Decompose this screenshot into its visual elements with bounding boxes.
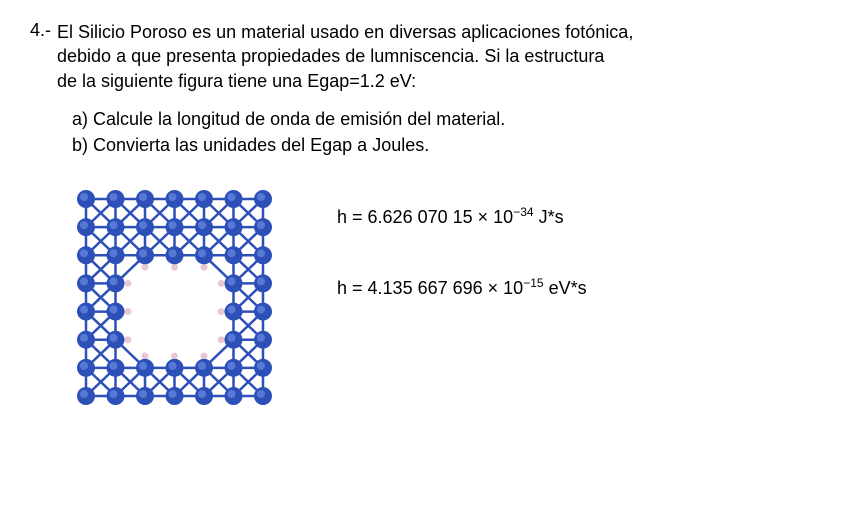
h-joules-unit: J*s [539, 207, 564, 227]
constants-block: h = 6.626 070 15 × 10−34 J*s h = 4.135 6… [337, 185, 587, 347]
h-joules-value: 6.626 070 15 [368, 207, 473, 227]
statement-line-3: de la siguiente figura tiene una Egap=1.… [57, 71, 416, 91]
problem-statement: El Silicio Poroso es un material usado e… [57, 20, 633, 93]
h-symbol-ev: h [337, 278, 347, 298]
planck-constant-joules: h = 6.626 070 15 × 10−34 J*s [337, 205, 587, 228]
h-symbol: h [337, 207, 347, 227]
item-b: b) Convierta las unidades del Egap a Jou… [72, 133, 812, 157]
h-ev-exp: −15 [523, 276, 543, 290]
statement-line-2: debido a que presenta propiedades de lum… [57, 46, 604, 66]
statement-line-1: El Silicio Poroso es un material usado e… [57, 22, 633, 42]
item-a: a) Calcule la longitud de onda de emisió… [72, 107, 812, 131]
h-ev-value: 4.135 667 696 [368, 278, 483, 298]
porous-silicon-diagram [72, 185, 277, 410]
sub-items: a) Calcule la longitud de onda de emisió… [72, 107, 812, 158]
content-row: h = 6.626 070 15 × 10−34 J*s h = 4.135 6… [72, 185, 812, 410]
problem-header: 4.- El Silicio Poroso es un material usa… [30, 20, 812, 93]
planck-constant-ev: h = 4.135 667 696 × 10−15 eV*s [337, 276, 587, 299]
problem-number: 4.- [30, 20, 57, 41]
h-ev-unit: eV*s [549, 278, 587, 298]
h-joules-exp: −34 [513, 205, 533, 219]
